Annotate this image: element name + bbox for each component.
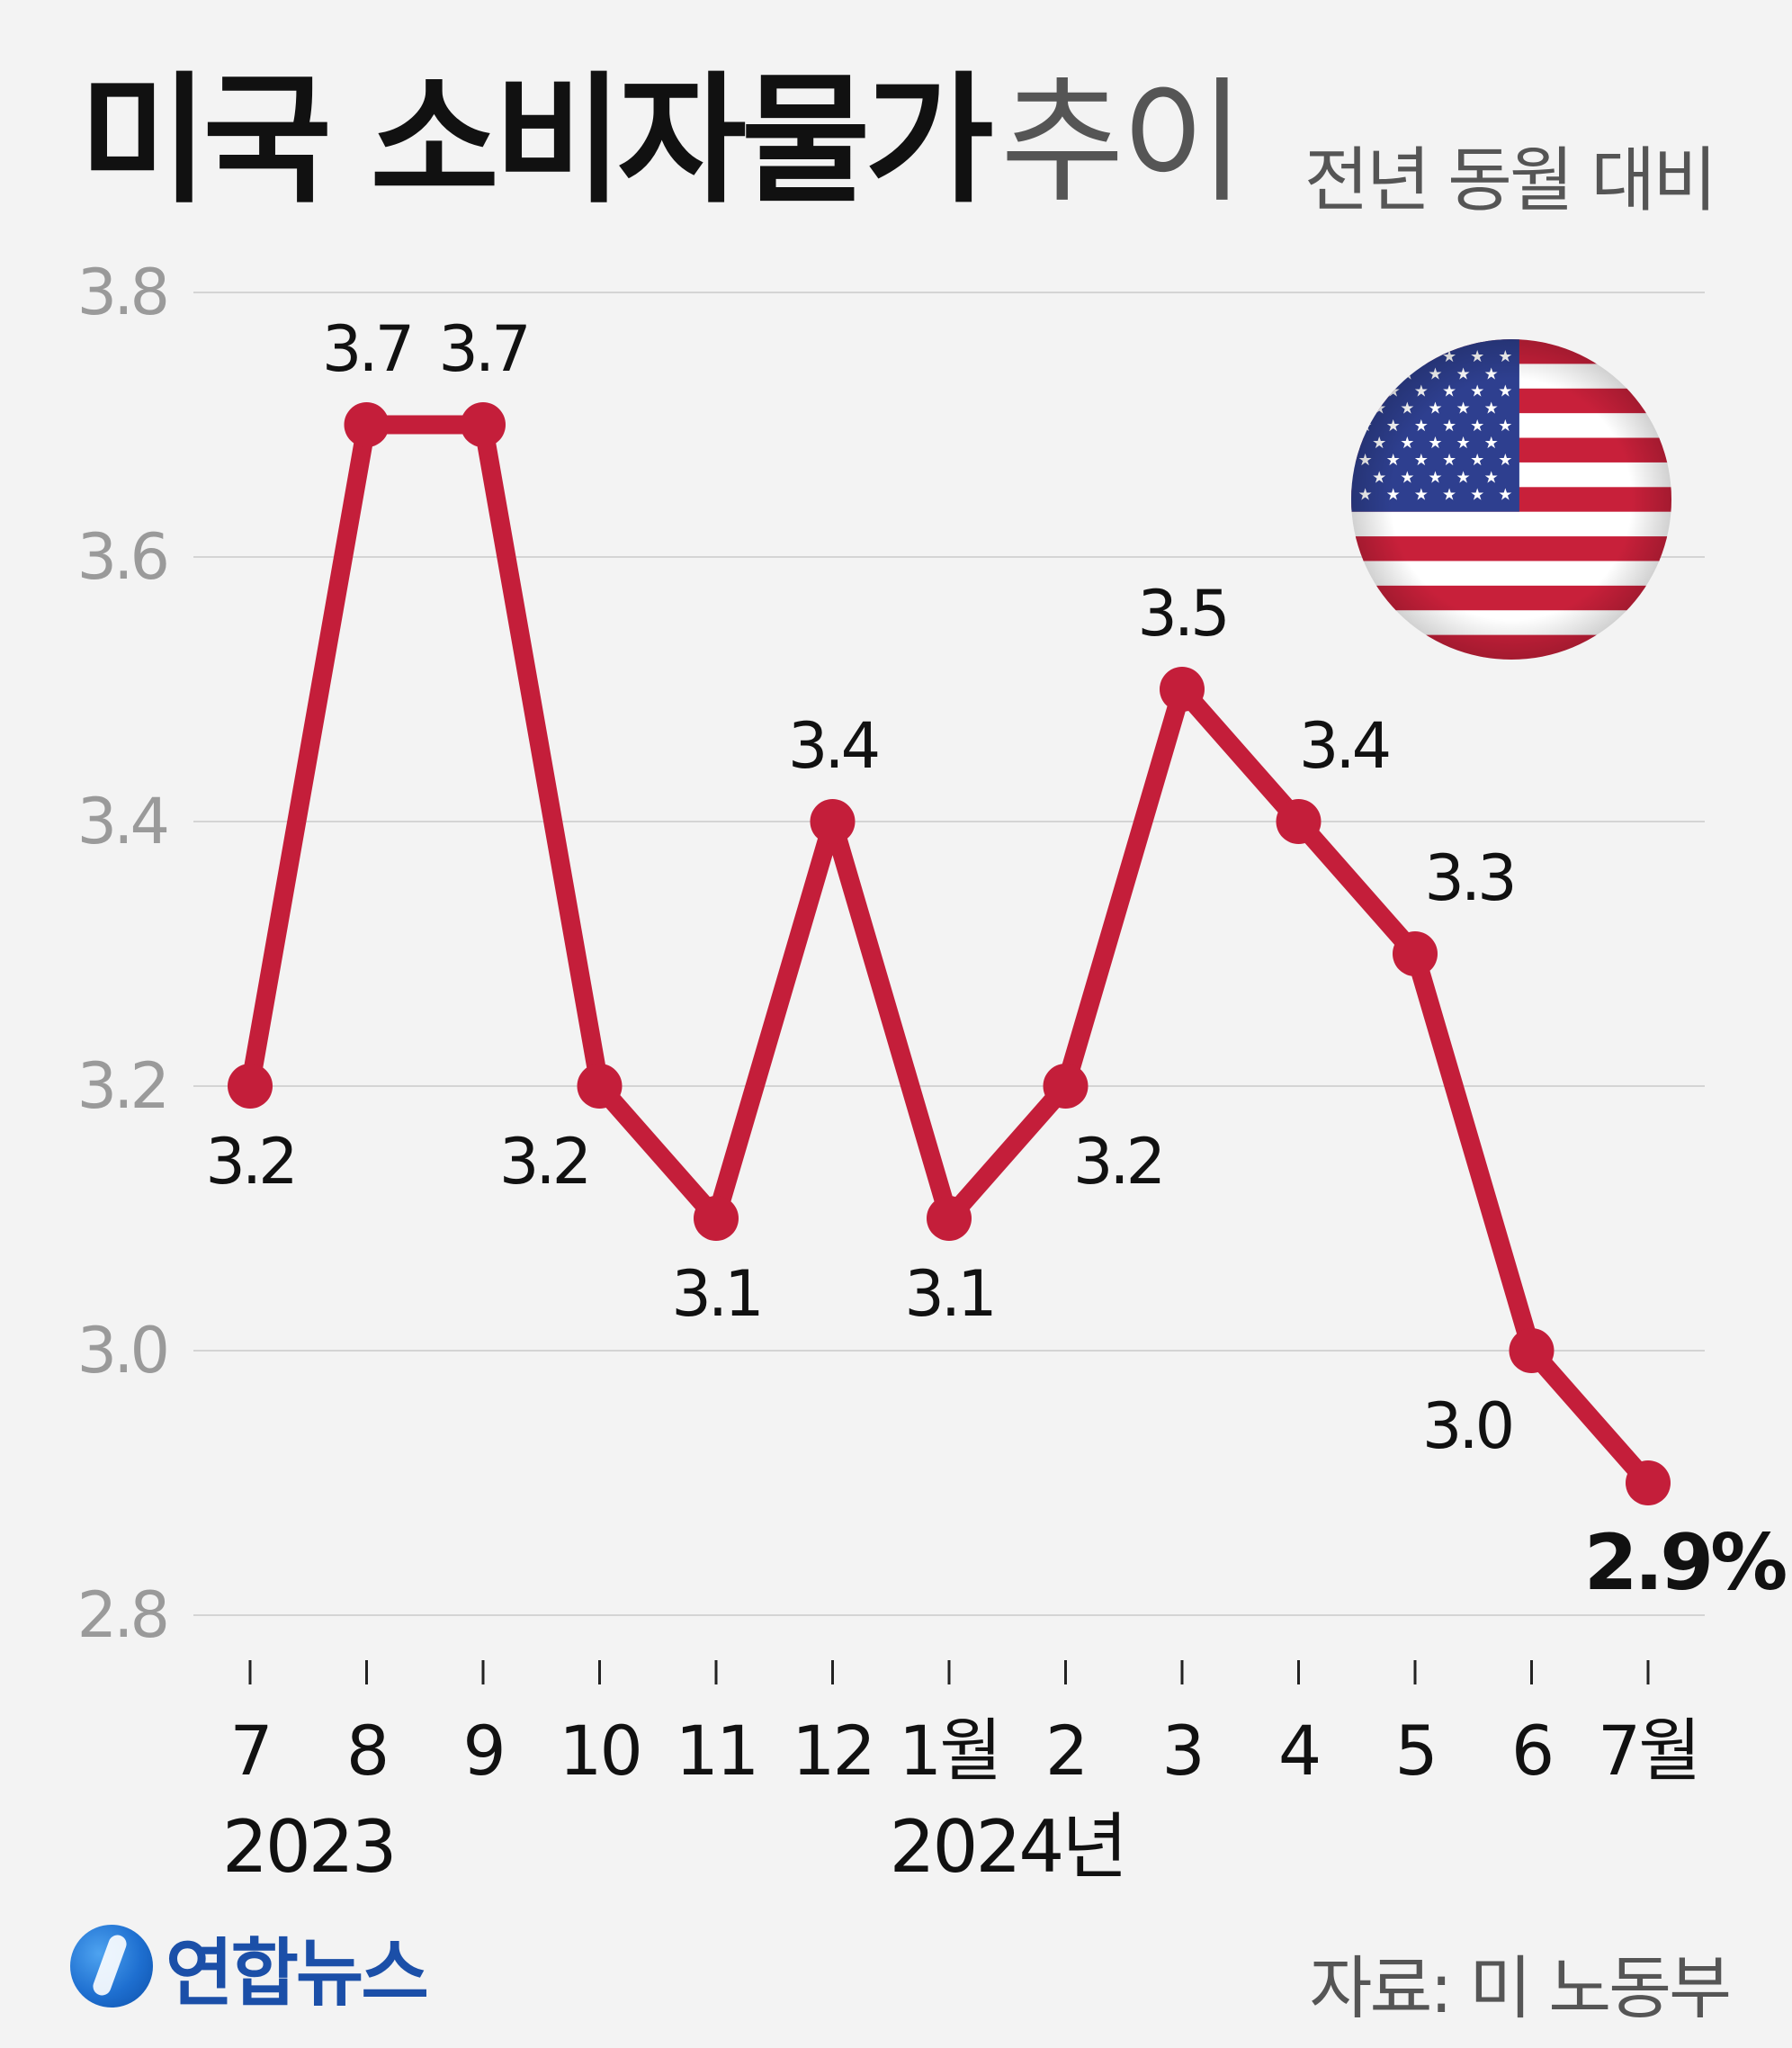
flag-star: ★ [1386, 347, 1401, 366]
x-tick-label: 2 [1045, 1711, 1086, 1791]
y-tick-label: 3.4 [77, 785, 167, 858]
data-label: 3.3 [1424, 841, 1513, 915]
x-tick-label: 11 [676, 1711, 757, 1791]
x-tick-label: 4 [1278, 1711, 1319, 1791]
data-label: 3.2 [1073, 1125, 1162, 1199]
data-point [1509, 1328, 1555, 1373]
x-axis: 7 8 9 10 11 12 1월 2 3 4 5 6 7월 2023 2024년 [222, 1660, 1701, 1889]
year-label: 2024년 [890, 1805, 1125, 1889]
y-tick-label: 2.8 [77, 1578, 166, 1652]
data-label-latest: 2.9% [1584, 1518, 1786, 1608]
us-flag-icon: ★★★★★★★★★★★★★★★★★★★★★★★★★★★★★★★★★★★★★★★★… [1351, 339, 1671, 660]
data-point [461, 402, 506, 447]
title-main: 미국 소비자물가 [79, 58, 994, 222]
flag-star: ★ [1414, 347, 1429, 366]
data-point [1043, 1064, 1089, 1109]
data-label: 3.4 [788, 709, 878, 783]
yonhap-logo-icon [70, 1925, 153, 2008]
data-label: 3.7 [322, 312, 411, 386]
source-note: 자료: 미 노동부 [1309, 1948, 1732, 2028]
data-labels: 3.2 3.7 3.7 3.2 3.1 3.4 3.1 3.2 3.5 3.4 3.3 3.0 2.9% [205, 312, 1789, 1608]
data-point [694, 1196, 739, 1241]
data-label: 3.4 [1299, 709, 1389, 783]
x-tick-label: 9 [462, 1711, 503, 1791]
data-point [1160, 667, 1205, 712]
logo-text: 연합뉴스 [166, 1930, 429, 2017]
data-points [228, 402, 1671, 1505]
y-tick-label: 3.2 [77, 1049, 166, 1123]
data-point [1626, 1460, 1671, 1505]
data-label: 3.2 [205, 1125, 294, 1199]
page-title: 미국 소비자물가 추이 [79, 70, 1245, 211]
x-tick-label: 10 [559, 1711, 641, 1791]
data-point [810, 799, 856, 844]
y-axis-ticks: 3.8 3.6 3.4 3.2 3.0 2.8 [77, 256, 171, 1652]
x-tick-label: 12 [792, 1711, 874, 1791]
data-label: 3.1 [904, 1257, 993, 1331]
data-point [577, 1064, 623, 1109]
data-point [927, 1196, 972, 1241]
data-label: 3.7 [438, 312, 527, 386]
flag-star: ★ [1372, 364, 1386, 383]
flag-star: ★ [1358, 347, 1373, 366]
data-point [1393, 931, 1438, 976]
y-tick-label: 3.6 [77, 520, 167, 594]
x-tick-label: 8 [346, 1711, 387, 1791]
data-label: 3.5 [1137, 577, 1226, 651]
y-tick-label: 3.0 [77, 1314, 166, 1388]
data-point [228, 1064, 273, 1109]
flag-star: ★ [1358, 382, 1373, 401]
data-label: 3.1 [671, 1257, 760, 1331]
year-label: 2023 [222, 1805, 395, 1889]
x-tick-label: 3 [1161, 1711, 1202, 1791]
y-tick-label: 3.8 [77, 256, 166, 329]
title-secondary: 추이 [1000, 65, 1245, 221]
data-point [344, 402, 390, 447]
x-tick-label: 6 [1511, 1711, 1552, 1791]
x-tick-label: 7월 [1598, 1711, 1698, 1791]
x-tick-label: 1월 [899, 1711, 999, 1791]
x-tick-label: 5 [1394, 1711, 1435, 1791]
data-label: 3.0 [1422, 1389, 1511, 1463]
yonhap-logo: 연합뉴스 [70, 1917, 429, 2017]
chart-subtitle: 전년 동월 대비 [1304, 140, 1717, 221]
data-point [1276, 799, 1322, 844]
data-label: 3.2 [499, 1125, 588, 1199]
x-tick-label: 7 [229, 1711, 270, 1791]
flag-shade [1351, 339, 1671, 660]
